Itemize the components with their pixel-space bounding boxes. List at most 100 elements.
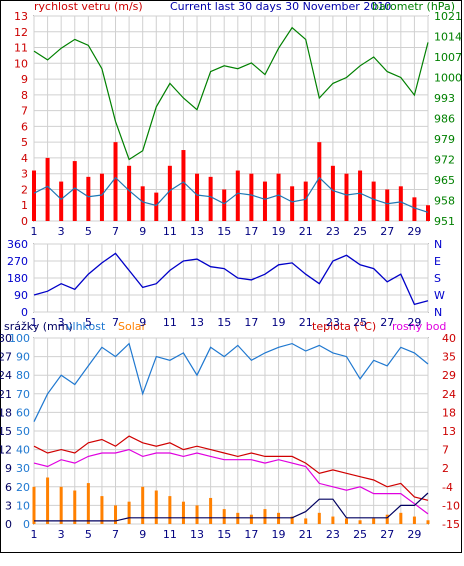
panel-3-xtick: 27: [380, 528, 394, 541]
panel-1-xtick: 17: [244, 225, 258, 238]
panel-2-xtick: 17: [244, 316, 258, 329]
panel-1-y2tick: 1014: [434, 31, 462, 44]
panel-3-temp-tick: -4: [442, 481, 453, 494]
panel-3-temp-tick: 40: [442, 332, 456, 345]
solar-bar: [86, 483, 90, 524]
solar-bar: [209, 497, 213, 524]
solar-bar: [358, 520, 362, 524]
panel-2-compass-tick: N: [434, 238, 442, 251]
wind-bar: [208, 176, 213, 221]
panel-1-xtick: 15: [217, 225, 231, 238]
dewpoint-line: [33, 448, 429, 515]
panel-1-ytick: 10: [14, 57, 28, 70]
panel-2-xtick: 29: [407, 316, 421, 329]
panel-1-xtick: 27: [380, 225, 394, 238]
panel-3-humidity-tick: 70: [16, 388, 30, 401]
panel-3-xtick: 15: [217, 528, 231, 541]
wind-bar: [412, 197, 417, 221]
panel-3-xtick: 17: [244, 528, 258, 541]
panel-2-xtick: 21: [299, 316, 313, 329]
panel-3-xtick: 21: [299, 528, 313, 541]
barometer-axis-label: barometr (hPa): [372, 0, 455, 13]
solar-bar: [168, 496, 172, 524]
panel-3-temp-tick: -15: [442, 518, 460, 531]
wind-bar: [276, 173, 281, 221]
panel-1-xtick: 9: [139, 225, 146, 238]
panel-1-y2tick: 1000: [434, 72, 462, 85]
panel-2-xtick: 9: [139, 316, 146, 329]
panel-3-temp-tick: 18: [442, 406, 456, 419]
panel-3-rain-tick: 3: [5, 499, 12, 512]
panel-1-y2tick: 965: [434, 174, 455, 187]
solar-bar: [236, 512, 240, 524]
wind-bar: [127, 165, 132, 221]
panel-3-xtick: 25: [353, 528, 367, 541]
rain-label: srážky (mm): [4, 320, 73, 333]
panel-3-humidity-tick: 90: [16, 351, 30, 364]
panel-2-xtick: 1: [31, 316, 38, 329]
solar-bar: [114, 505, 118, 524]
panel-3-xtick: 29: [407, 528, 421, 541]
panel-1-xtick: 5: [85, 225, 92, 238]
panel-1-y2tick: 1021: [434, 10, 462, 23]
panel-3-humidity-tick: 10: [16, 499, 30, 512]
solar-bar: [181, 501, 185, 524]
panel-1-ytick: 0: [21, 215, 28, 228]
wind-bar: [330, 165, 335, 221]
panel-1-ytick: 13: [14, 10, 28, 23]
panel-3-rain-tick: 24: [0, 369, 12, 382]
chart-frame: [0, 0, 462, 553]
panel-3-rain-tick: 6: [5, 481, 12, 494]
panel-1-xtick: 19: [272, 225, 286, 238]
solar-bar: [100, 496, 104, 524]
wind-bar: [358, 170, 363, 221]
wind-avg-line: [33, 176, 429, 213]
panel-3-rain-tick: 18: [0, 406, 12, 419]
temperature-label: teplota (°C): [312, 320, 376, 333]
panel-1-ytick: 12: [14, 26, 28, 39]
panel-3-temp-tick: 35: [442, 351, 456, 364]
wind-bar: [290, 186, 295, 221]
wind-bar: [154, 192, 159, 221]
panel-1-ytick: 7: [21, 105, 28, 118]
wind-bar: [72, 161, 77, 221]
humidity-label: vlhkost: [66, 320, 106, 333]
panel-2-xtick: 23: [326, 316, 340, 329]
wind-bar: [99, 173, 104, 221]
panel-1-xtick: 7: [112, 225, 119, 238]
panel-3-humidity-tick: 60: [16, 406, 30, 419]
solar-bar: [73, 490, 77, 524]
dewpoint-label: rosný bod: [392, 320, 446, 333]
panel-3-rain-tick: 30: [0, 332, 12, 345]
panel-1-ytick: 2: [21, 183, 28, 196]
panel-1-y2tick: 979: [434, 133, 455, 146]
wind-bar: [181, 150, 186, 221]
panel-3-xtick: 9: [139, 528, 146, 541]
panel-2-ytick: 270: [7, 255, 28, 268]
wind-bar: [398, 186, 403, 221]
panel-1-xtick: 13: [190, 225, 204, 238]
panel-3-xtick: 11: [163, 528, 177, 541]
solar-bar: [154, 490, 158, 524]
wind-bar: [426, 205, 430, 221]
wind-bar: [167, 165, 172, 221]
wind-axis-label: rychlost vetru (m/s): [34, 0, 143, 13]
solar-bar: [290, 516, 294, 524]
panel-2-xtick: 3: [58, 316, 65, 329]
panel-3-xtick: 13: [190, 528, 204, 541]
panel-1-ytick: 11: [14, 42, 28, 55]
humidity-line: [33, 342, 429, 422]
panel-2-ytick: 0: [21, 306, 28, 319]
panel-3-temp-tick: -10: [442, 499, 460, 512]
panel-2-xtick: 7: [112, 316, 119, 329]
panel-1-y2tick: 986: [434, 113, 455, 126]
wind-bar: [45, 157, 50, 221]
panel-3-humidity-tick: 30: [16, 462, 30, 475]
panel-3-humidity-tick: 20: [16, 481, 30, 494]
panel-3-rain-tick: 21: [0, 388, 12, 401]
solar-bar: [263, 509, 267, 524]
wind-bar: [235, 170, 240, 221]
panel-2-xtick: 27: [380, 316, 394, 329]
wind-bar: [140, 186, 145, 221]
